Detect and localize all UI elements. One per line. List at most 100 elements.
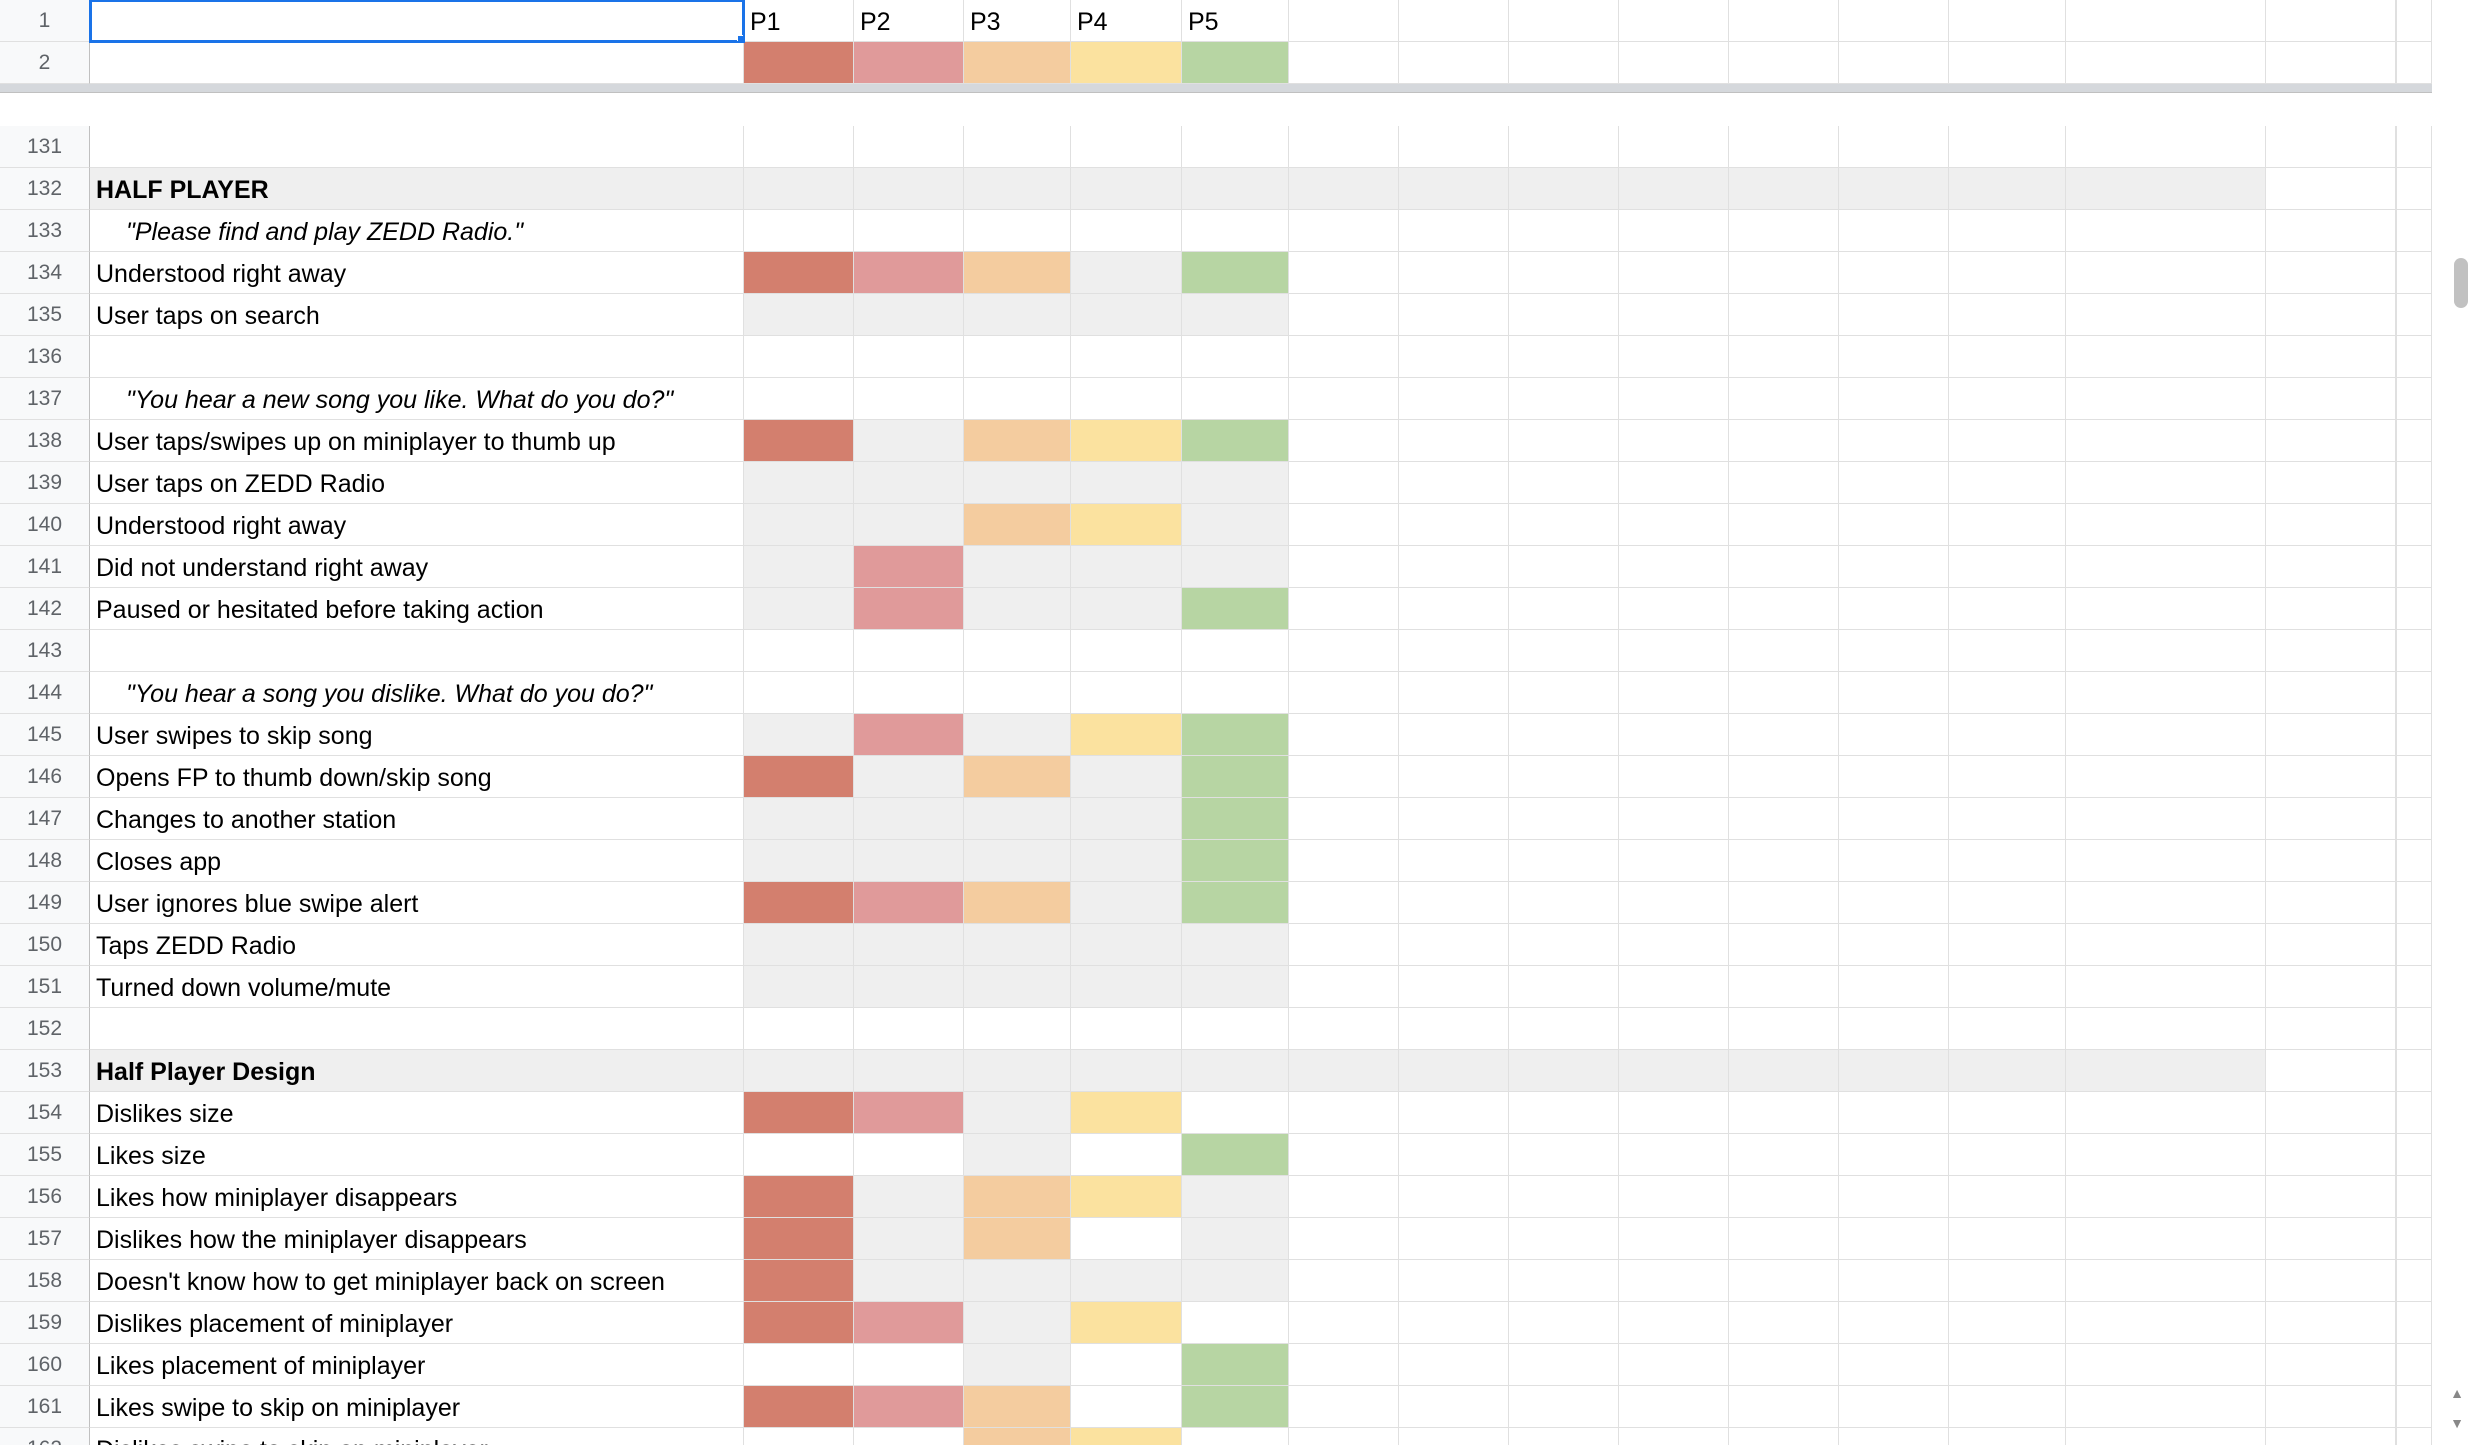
scrollbar-track[interactable]: [2396, 1092, 2432, 1134]
participant-cell-p4[interactable]: [1071, 420, 1182, 462]
scrollbar-track[interactable]: [2396, 546, 2432, 588]
row-header[interactable]: 146: [0, 756, 90, 798]
empty-cell[interactable]: [2066, 294, 2266, 336]
empty-cell[interactable]: [1289, 798, 1399, 840]
participant-cell-p1[interactable]: [744, 714, 854, 756]
empty-cell[interactable]: [1289, 0, 1399, 42]
empty-cell[interactable]: [1399, 1302, 1509, 1344]
participant-cell-p1[interactable]: [744, 1386, 854, 1428]
legend-fill-p4[interactable]: [1071, 42, 1182, 84]
empty-cell[interactable]: [2266, 672, 2396, 714]
row-header[interactable]: 161: [0, 1386, 90, 1428]
empty-cell[interactable]: [1619, 756, 1729, 798]
scrollbar-track[interactable]: [2396, 840, 2432, 882]
empty-cell[interactable]: [2066, 1176, 2266, 1218]
row-label-cell[interactable]: Likes size: [90, 1134, 744, 1176]
row-header[interactable]: 160: [0, 1344, 90, 1386]
scrollbar-track[interactable]: [2396, 756, 2432, 798]
row-label-cell[interactable]: Likes swipe to skip on miniplayer: [90, 1386, 744, 1428]
participant-cell-p4[interactable]: [1071, 1302, 1182, 1344]
participant-cell-p5[interactable]: [1182, 378, 1289, 420]
empty-cell[interactable]: [1399, 1176, 1509, 1218]
row-label-cell[interactable]: Dislikes size: [90, 1092, 744, 1134]
empty-cell[interactable]: [2266, 42, 2396, 84]
empty-cell[interactable]: [1729, 168, 1839, 210]
participant-cell-p4[interactable]: [1071, 1428, 1182, 1445]
empty-cell[interactable]: [1509, 210, 1619, 252]
row-header[interactable]: 149: [0, 882, 90, 924]
empty-cell[interactable]: [2066, 630, 2266, 672]
empty-cell[interactable]: [1949, 378, 2066, 420]
participant-cell-p2[interactable]: [854, 504, 964, 546]
empty-cell[interactable]: [1839, 378, 1949, 420]
empty-cell[interactable]: [1509, 1092, 1619, 1134]
scrollbar-track[interactable]: [2396, 966, 2432, 1008]
empty-cell[interactable]: [1839, 630, 1949, 672]
participant-header-p2[interactable]: P2: [854, 0, 964, 42]
empty-cell[interactable]: [1839, 1260, 1949, 1302]
empty-cell[interactable]: [1289, 1050, 1399, 1092]
empty-cell[interactable]: [1399, 462, 1509, 504]
participant-cell-p2[interactable]: [854, 126, 964, 168]
empty-cell[interactable]: [1949, 420, 2066, 462]
participant-cell-p1[interactable]: [744, 798, 854, 840]
row-label-cell[interactable]: Opens FP to thumb down/skip song: [90, 756, 744, 798]
participant-cell-p1[interactable]: [744, 672, 854, 714]
scrollbar-track[interactable]: [2396, 504, 2432, 546]
empty-cell[interactable]: [1619, 210, 1729, 252]
empty-cell[interactable]: [1619, 252, 1729, 294]
empty-cell[interactable]: [2066, 252, 2266, 294]
empty-cell[interactable]: [1729, 588, 1839, 630]
participant-cell-p1[interactable]: [744, 126, 854, 168]
participant-cell-p2[interactable]: [854, 672, 964, 714]
empty-cell[interactable]: [1729, 0, 1839, 42]
participant-cell-p4[interactable]: [1071, 672, 1182, 714]
empty-cell[interactable]: [1399, 924, 1509, 966]
participant-cell-p5[interactable]: [1182, 1260, 1289, 1302]
participant-header-p4[interactable]: P4: [1071, 0, 1182, 42]
empty-cell[interactable]: [2266, 252, 2396, 294]
empty-cell[interactable]: [1289, 378, 1399, 420]
participant-cell-p4[interactable]: [1071, 882, 1182, 924]
empty-cell[interactable]: [1729, 462, 1839, 504]
participant-cell-p3[interactable]: [964, 630, 1071, 672]
participant-cell-p2[interactable]: [854, 210, 964, 252]
participant-cell-p5[interactable]: [1182, 420, 1289, 462]
participant-cell-p3[interactable]: [964, 378, 1071, 420]
empty-cell[interactable]: [1729, 1092, 1839, 1134]
empty-cell[interactable]: [2066, 672, 2266, 714]
empty-cell[interactable]: [1839, 672, 1949, 714]
empty-cell[interactable]: [1729, 1008, 1839, 1050]
participant-cell-p5[interactable]: [1182, 168, 1289, 210]
empty-cell[interactable]: [1949, 1218, 2066, 1260]
empty-cell[interactable]: [2066, 756, 2266, 798]
empty-cell[interactable]: [1399, 294, 1509, 336]
empty-cell[interactable]: [1619, 1428, 1729, 1445]
participant-cell-p4[interactable]: [1071, 714, 1182, 756]
empty-cell[interactable]: [1949, 966, 2066, 1008]
participant-cell-p5[interactable]: [1182, 336, 1289, 378]
row-header[interactable]: 153: [0, 1050, 90, 1092]
empty-cell[interactable]: [1289, 252, 1399, 294]
participant-cell-p5[interactable]: [1182, 882, 1289, 924]
participant-cell-p2[interactable]: [854, 1344, 964, 1386]
empty-cell[interactable]: [1619, 882, 1729, 924]
empty-cell[interactable]: [2266, 1134, 2396, 1176]
frozen-rows-divider[interactable]: [0, 84, 2432, 93]
empty-cell[interactable]: [1949, 252, 2066, 294]
empty-cell[interactable]: [1619, 504, 1729, 546]
empty-cell[interactable]: [1399, 1344, 1509, 1386]
row-header[interactable]: 158: [0, 1260, 90, 1302]
participant-cell-p3[interactable]: [964, 756, 1071, 798]
empty-cell[interactable]: [1619, 168, 1729, 210]
empty-cell[interactable]: [1509, 462, 1619, 504]
empty-cell[interactable]: [1289, 1344, 1399, 1386]
empty-cell[interactable]: [2266, 546, 2396, 588]
participant-cell-p4[interactable]: [1071, 924, 1182, 966]
empty-cell[interactable]: [1729, 798, 1839, 840]
empty-cell[interactable]: [1289, 924, 1399, 966]
row-label-cell[interactable]: [90, 336, 744, 378]
row-label-cell[interactable]: Dislikes placement of miniplayer: [90, 1302, 744, 1344]
row-label-cell[interactable]: HALF PLAYER: [90, 168, 744, 210]
empty-cell[interactable]: [1509, 1176, 1619, 1218]
